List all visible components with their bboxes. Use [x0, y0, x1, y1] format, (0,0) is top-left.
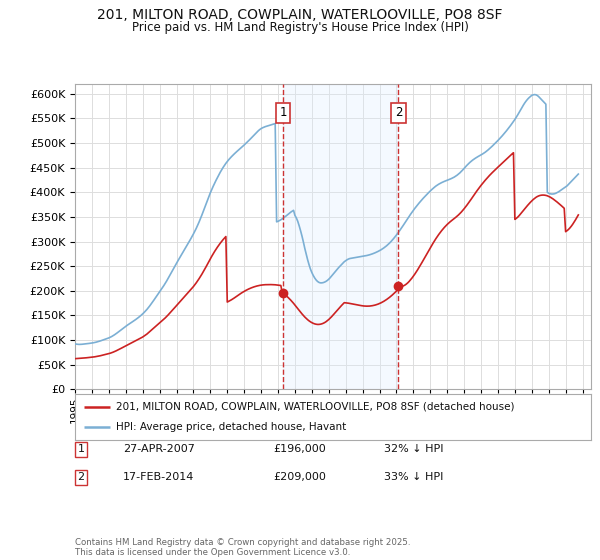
- Text: 2: 2: [395, 106, 402, 119]
- Text: 1: 1: [77, 444, 85, 454]
- Text: 201, MILTON ROAD, COWPLAIN, WATERLOOVILLE, PO8 8SF (detached house): 201, MILTON ROAD, COWPLAIN, WATERLOOVILL…: [116, 402, 515, 412]
- Text: 1: 1: [280, 106, 287, 119]
- Text: 17-FEB-2014: 17-FEB-2014: [123, 472, 194, 482]
- Text: Price paid vs. HM Land Registry's House Price Index (HPI): Price paid vs. HM Land Registry's House …: [131, 21, 469, 34]
- Text: HPI: Average price, detached house, Havant: HPI: Average price, detached house, Hava…: [116, 422, 347, 432]
- Text: 27-APR-2007: 27-APR-2007: [123, 444, 195, 454]
- Text: 33% ↓ HPI: 33% ↓ HPI: [384, 472, 443, 482]
- Text: £196,000: £196,000: [273, 444, 326, 454]
- Bar: [283, 84, 398, 389]
- Text: Contains HM Land Registry data © Crown copyright and database right 2025.
This d: Contains HM Land Registry data © Crown c…: [75, 538, 410, 557]
- Text: 32% ↓ HPI: 32% ↓ HPI: [384, 444, 443, 454]
- Text: £209,000: £209,000: [273, 472, 326, 482]
- Text: 201, MILTON ROAD, COWPLAIN, WATERLOOVILLE, PO8 8SF: 201, MILTON ROAD, COWPLAIN, WATERLOOVILL…: [97, 8, 503, 22]
- Text: 2: 2: [77, 472, 85, 482]
